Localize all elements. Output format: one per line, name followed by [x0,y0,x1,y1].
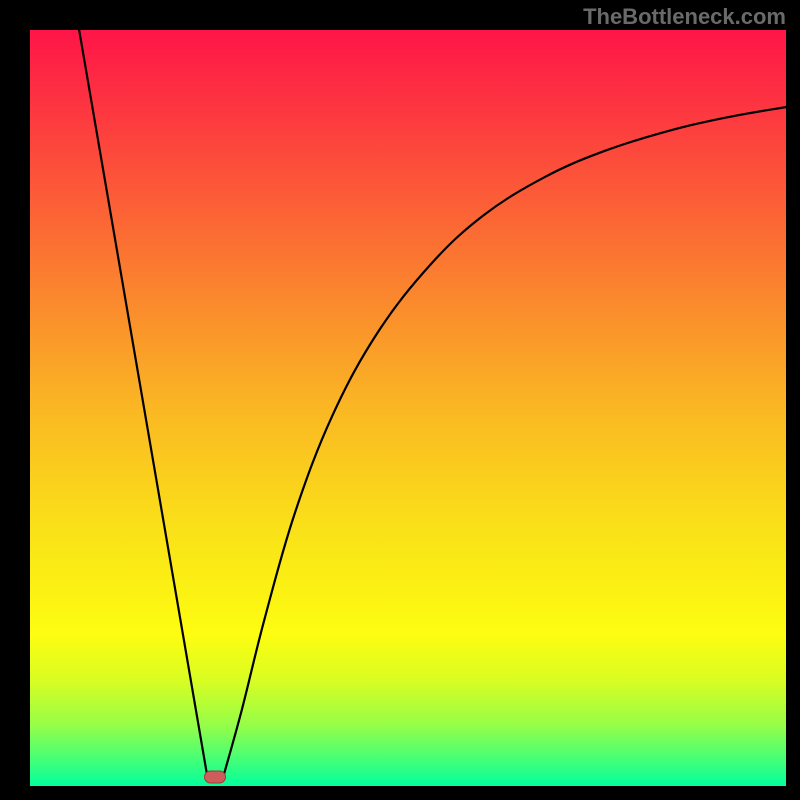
chart-border-bottom [0,786,800,800]
optimum-marker [204,770,226,783]
chart-plot-area [30,30,786,786]
chart-border-right [786,0,800,800]
chart-border-left [0,0,30,800]
curve-left-branch [79,30,208,778]
curve-right-branch [223,107,786,778]
watermark-text: TheBottleneck.com [583,4,786,30]
bottleneck-curve [30,30,786,786]
